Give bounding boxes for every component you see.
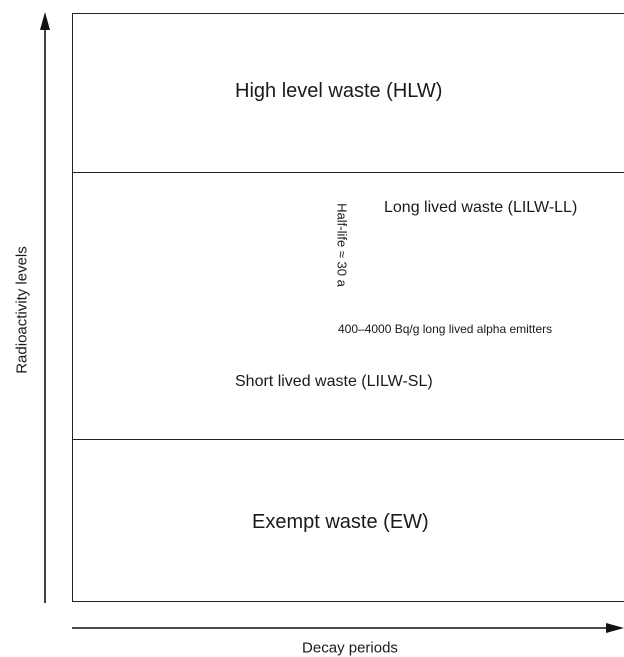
x-axis-label: Decay periods [302,639,398,657]
y-axis-label: Radioactivity levels [13,246,31,374]
hlw-divider [72,172,624,173]
ew-label: Exempt waste (EW) [252,511,429,533]
ew-divider [72,439,624,440]
waste-classification-box [72,13,624,602]
hlw-label: High level waste (HLW) [235,80,443,102]
half-life-label: Half-life ≈ 30 a [334,203,350,287]
lilw-ll-label: Long lived waste (LILW-LL) [384,199,578,216]
lilw-sl-label: Short lived waste (LILW-SL) [235,373,433,390]
alpha-emitters-label: 400–4000 Bq/g long lived alpha emitters [338,322,553,336]
y-axis-arrowhead [40,12,50,30]
x-axis-arrowhead [606,623,624,633]
